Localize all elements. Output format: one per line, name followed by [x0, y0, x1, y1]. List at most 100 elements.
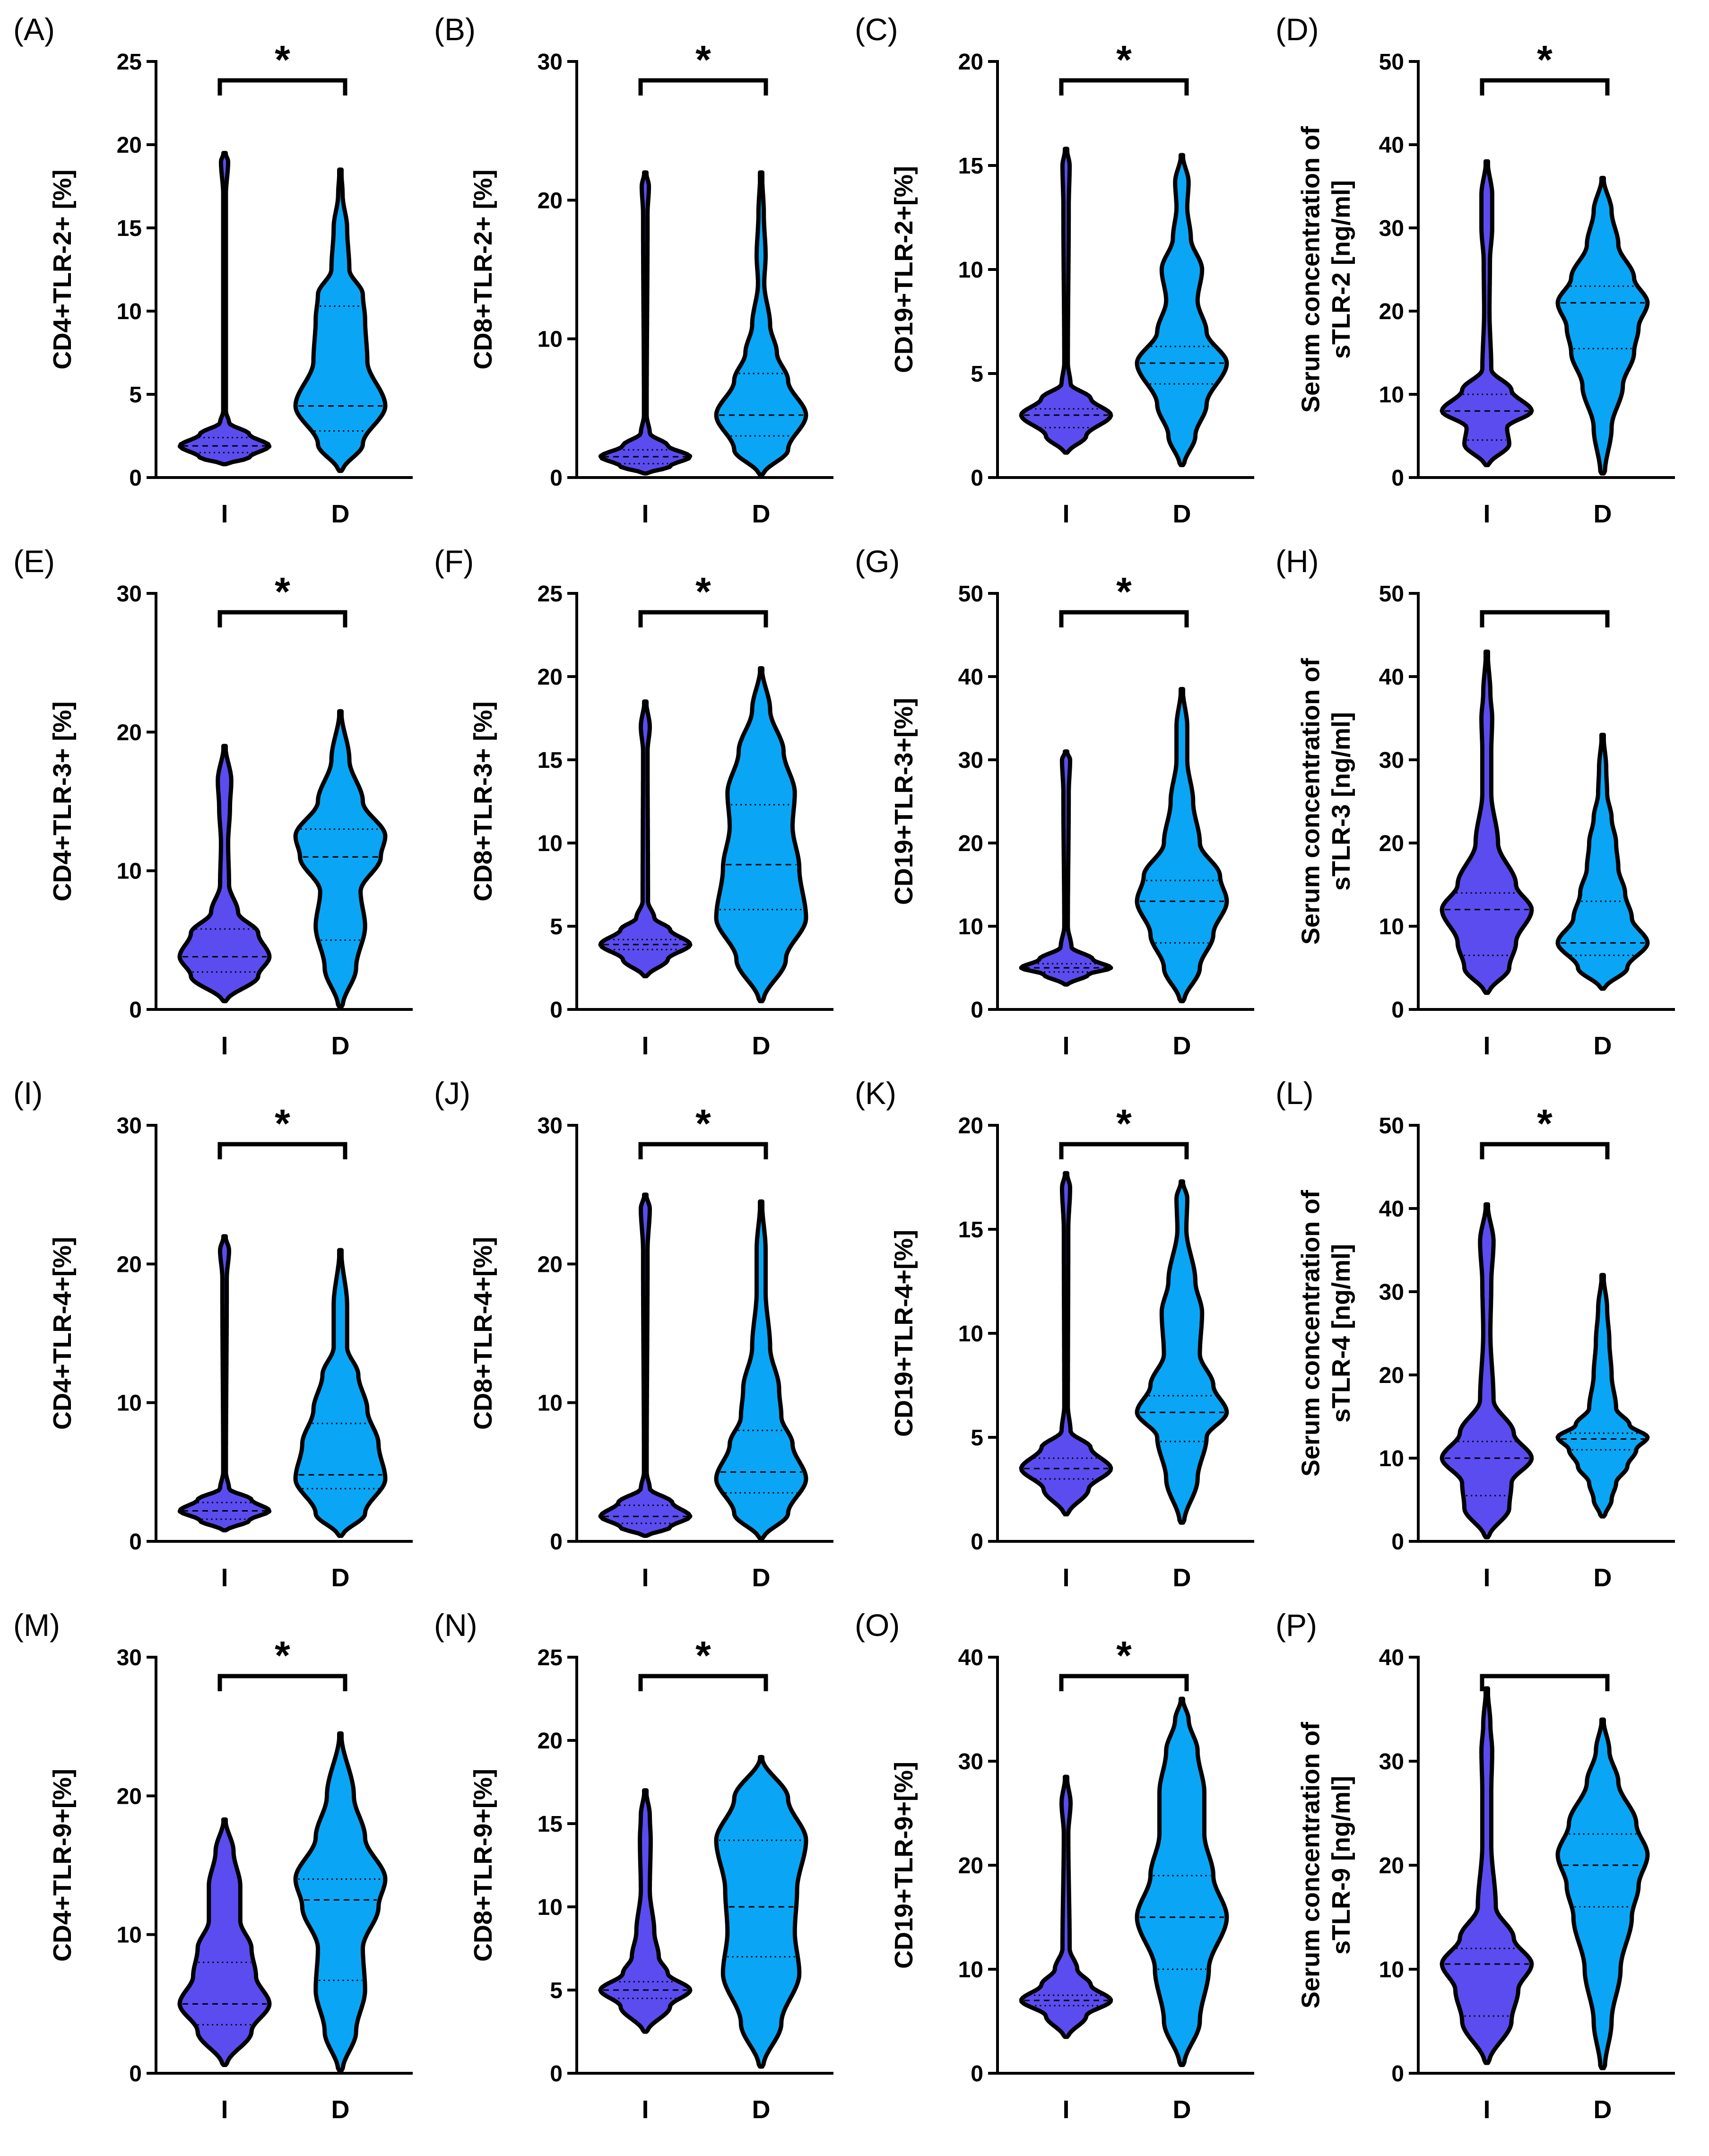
y-axis-title: Serum concentration ofsTLR-4 [ng/ml] [1296, 1190, 1355, 1477]
y-tick-label: 15 [538, 1812, 563, 1837]
x-category-label: I [221, 1032, 228, 1060]
y-tick-label: 40 [958, 1645, 983, 1670]
significance-bracket [1059, 78, 1189, 96]
violin-D [714, 1755, 808, 2069]
y-axis-title-line: sTLR-4 [ng/ml] [1327, 1244, 1355, 1423]
y-tick-label: 25 [117, 50, 142, 75]
significance-star: * [1537, 37, 1553, 82]
x-category-label: I [221, 500, 228, 528]
y-tick-label: 40 [958, 665, 983, 690]
y-tick-label: 30 [117, 1645, 142, 1670]
violin-D [293, 709, 388, 1009]
x-category-label: D [1594, 1032, 1612, 1060]
y-tick-label: 30 [117, 1113, 142, 1139]
x-category-label: D [752, 500, 771, 528]
violin-D [714, 1199, 808, 1541]
x-category-label: D [752, 1564, 771, 1592]
y-tick-label: 40 [1379, 1197, 1404, 1222]
violin-I [177, 1817, 272, 2067]
violin-D [293, 1731, 388, 2073]
y-axis-title: CD8+TLR-4+[%] [469, 1237, 497, 1430]
violin-I [1440, 159, 1534, 468]
panel-label: (N) [434, 1608, 477, 1643]
y-tick-label: 0 [1391, 466, 1404, 491]
violin-D [714, 170, 808, 477]
y-tick-label: 5 [971, 1426, 983, 1451]
significance-bracket [217, 610, 347, 627]
panel-i: (I) 0 10 20 30 CD4+TLR-4+[%] I D * [13, 1076, 413, 1592]
y-tick-label: 0 [1391, 1530, 1404, 1555]
significance-bracket [1059, 1674, 1189, 1691]
y-tick-label: 0 [971, 998, 983, 1023]
y-axis-title: Serum concentration ofsTLR-9 [ng/ml] [1296, 1721, 1355, 2008]
y-tick-label: 5 [129, 383, 142, 408]
violin-I [1440, 1202, 1534, 1539]
y-tick-label: 0 [129, 2061, 142, 2086]
significance-bracket [217, 1142, 347, 1159]
violin-D [1555, 175, 1650, 476]
panel-label: (D) [1275, 12, 1319, 47]
panel-label: (K) [855, 1076, 896, 1111]
panel-label: (J) [434, 1076, 470, 1111]
y-tick-label: 20 [1379, 299, 1404, 324]
x-category-label: I [642, 2095, 649, 2124]
y-tick-label: 15 [117, 216, 142, 241]
y-tick-label: 10 [1379, 914, 1404, 939]
y-tick-label: 15 [538, 748, 563, 773]
y-tick-label: 30 [958, 748, 983, 773]
y-tick-label: 40 [1379, 1645, 1404, 1670]
x-category-label: I [221, 1564, 228, 1592]
significance-star: * [275, 569, 290, 614]
y-tick-label: 10 [117, 1391, 142, 1416]
panel-e: (E) 0 10 20 30 CD4+TLR-3+ [%] I D * [13, 544, 413, 1060]
y-tick-label: 5 [971, 362, 983, 387]
panel-label: (E) [13, 544, 55, 579]
panel-h: (H) 0 10 20 30 40 50 Serum concentration ofsTLR… [1275, 544, 1675, 1060]
significance-bracket [217, 78, 347, 96]
y-tick-label: 30 [538, 1113, 563, 1139]
violin-D [1555, 1717, 1650, 2070]
y-axis-title-line: Serum concentration of [1296, 658, 1325, 945]
panel-c: (C) 0 5 10 15 20 CD19+TLR-2+[%] I D * [855, 12, 1254, 528]
x-category-label: I [642, 500, 649, 528]
y-tick-label: 10 [1379, 1446, 1404, 1471]
y-axis-title: CD4+TLR-3+ [%] [48, 701, 77, 901]
x-category-label: D [1173, 500, 1191, 528]
violin-D [1555, 1273, 1650, 1519]
x-category-label: I [221, 2095, 228, 2124]
y-tick-label: 20 [958, 1853, 983, 1878]
y-tick-label: 10 [117, 1923, 142, 1948]
significance-star: * [1116, 1633, 1132, 1678]
y-axis-title-line: Serum concentration of [1296, 126, 1325, 413]
x-category-label: D [1594, 1564, 1612, 1592]
significance-bracket [638, 1674, 768, 1691]
significance-star: * [275, 37, 290, 82]
x-category-label: I [642, 1032, 649, 1060]
violin-I [598, 699, 693, 979]
y-axis-title: CD8+TLR-2+ [%] [469, 169, 497, 369]
y-tick-label: 5 [550, 1978, 563, 2003]
y-tick-label: 10 [958, 914, 983, 939]
x-category-label: D [1594, 500, 1612, 528]
x-category-label: I [1062, 1564, 1069, 1592]
y-tick-label: 0 [129, 466, 142, 491]
y-axis-title: CD4+TLR-9+[%] [48, 1769, 77, 1962]
y-tick-label: 15 [958, 154, 983, 179]
y-tick-label: 10 [958, 1321, 983, 1347]
y-axis-title: Serum concentration ofsTLR-3 [ng/ml] [1296, 658, 1355, 945]
y-tick-label: 30 [1379, 216, 1404, 241]
y-tick-label: 10 [538, 831, 563, 856]
violin-I [177, 1234, 272, 1532]
y-tick-label: 20 [117, 1252, 142, 1277]
violin-I [1019, 1171, 1113, 1517]
x-category-label: I [1483, 1032, 1490, 1060]
y-tick-label: 20 [117, 1784, 142, 1809]
violin-I [1440, 1686, 1534, 2065]
panel-d: (D) 0 10 20 30 40 50 Serum concentration ofsTLR… [1275, 12, 1675, 528]
violin-I [1019, 1774, 1113, 2039]
significance-star: * [1116, 569, 1132, 614]
panel-o: (O) 0 10 20 30 40 CD19+TLR-9+[%] I D * [855, 1608, 1254, 2124]
panel-a: (A) 0 5 10 15 20 25 CD4+TLR-2+ [%] I D * [13, 12, 413, 528]
x-category-label: D [331, 2095, 350, 2124]
x-category-label: I [1483, 1564, 1490, 1592]
